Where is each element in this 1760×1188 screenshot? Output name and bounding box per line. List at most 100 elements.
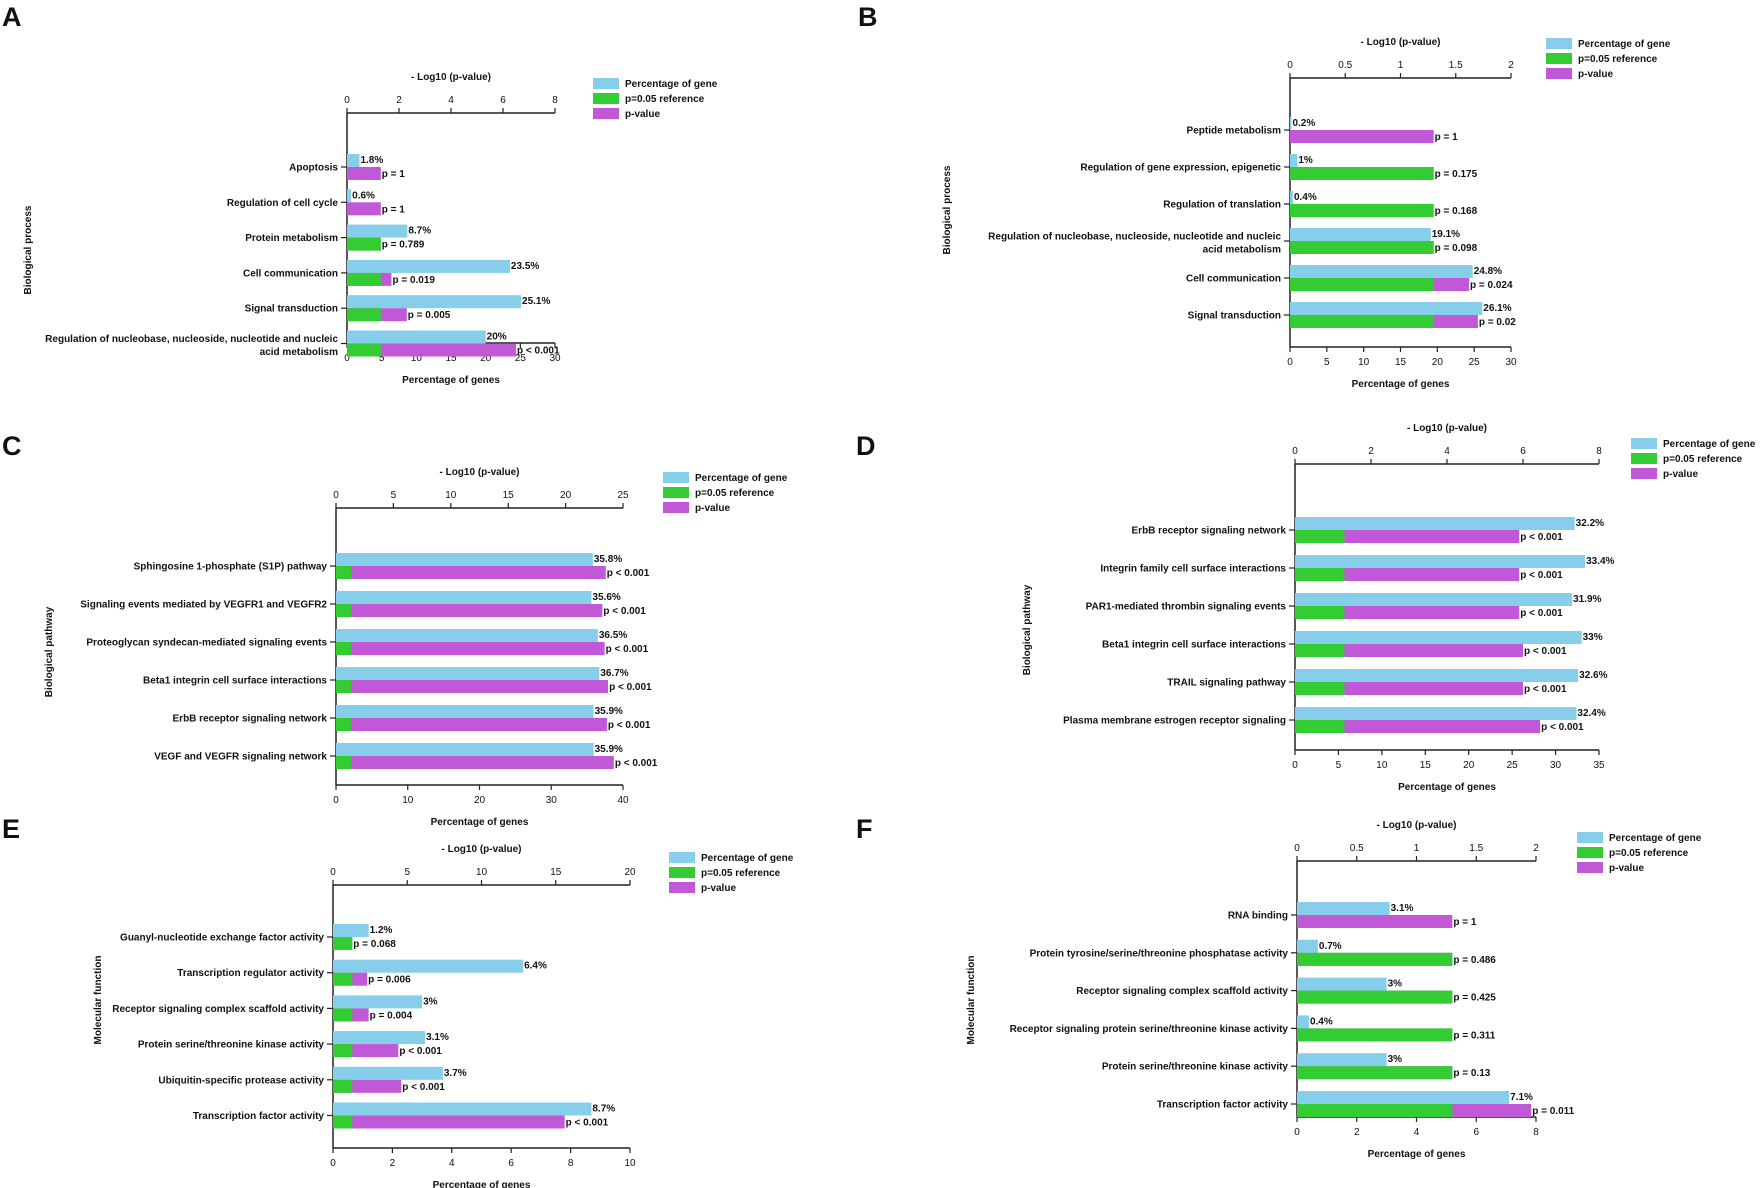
percentage-bar xyxy=(1297,902,1390,915)
pvalue-label: p = 0.425 xyxy=(1453,993,1496,1004)
pvalue-label: p = 1 xyxy=(1435,132,1459,143)
percentage-bar xyxy=(347,259,510,273)
bottom-tick-label: 0 xyxy=(1294,1127,1300,1138)
percentage-bar xyxy=(333,1102,592,1116)
pvalue-bar xyxy=(336,642,605,655)
legend-swatch xyxy=(669,867,695,878)
legend-label: p-value xyxy=(1578,69,1613,80)
pvalue-label: p = 1 xyxy=(382,169,406,180)
top-tick-label: 1.5 xyxy=(1449,60,1463,71)
category-label: Regulation of nucleobase, nucleoside, nu… xyxy=(45,334,338,358)
category-label: PAR1-mediated thrombin signaling events xyxy=(1086,602,1287,613)
top-tick-label: 20 xyxy=(624,867,636,878)
pvalue-label: p = 0.486 xyxy=(1453,955,1496,966)
bottom-tick-label: 30 xyxy=(546,795,558,806)
category-label: Protein metabolism xyxy=(245,233,338,244)
pvalue-label: p < 0.001 xyxy=(1524,684,1567,695)
top-tick-label: 15 xyxy=(550,867,562,878)
reference-bar xyxy=(333,972,353,986)
percentage-bar xyxy=(1295,517,1575,530)
top-tick-label: 2 xyxy=(396,95,402,106)
reference-bar xyxy=(347,272,381,286)
reference-bar xyxy=(1295,720,1345,733)
y-axis-title: Molecular function xyxy=(93,956,104,1045)
legend-swatch xyxy=(1631,453,1657,464)
bottom-tick-label: 0 xyxy=(1287,357,1293,368)
bottom-tick-label: 25 xyxy=(1469,357,1481,368)
pvalue-label: p = 0.024 xyxy=(1470,280,1513,291)
category-label: RNA binding xyxy=(1228,911,1288,922)
category-label: Transcription regulator activity xyxy=(177,968,324,979)
reference-bar xyxy=(1295,530,1345,543)
percentage-label: 26.1% xyxy=(1483,303,1511,314)
legend-swatch xyxy=(1631,438,1657,449)
reference-bar xyxy=(1295,682,1345,695)
top-axis-title: - Log10 (p-value) xyxy=(1376,820,1456,831)
category-label: Regulation of nucleobase, nucleoside, nu… xyxy=(988,232,1281,256)
pvalue-label: p < 0.001 xyxy=(1524,646,1567,657)
bottom-axis-title: Percentage of genes xyxy=(1398,782,1496,793)
bottom-tick-label: 0 xyxy=(330,1158,336,1169)
bottom-tick-label: 10 xyxy=(624,1158,636,1169)
legend-label: Percentage of gene xyxy=(625,79,718,90)
pvalue-label: p = 1 xyxy=(1453,917,1477,928)
legend-label: p=0.05 reference xyxy=(1578,54,1658,65)
pvalue-label: p < 0.001 xyxy=(1520,532,1563,543)
panel-letter: E xyxy=(2,814,20,844)
bottom-tick-label: 8 xyxy=(568,1158,574,1169)
bottom-tick-label: 40 xyxy=(617,795,629,806)
category-label: Regulation of gene expression, epigeneti… xyxy=(1080,163,1281,174)
reference-bar xyxy=(1290,204,1434,217)
pvalue-bar xyxy=(336,756,614,769)
category-label: Proteoglycan syndecan-mediated signaling… xyxy=(86,638,327,649)
legend-swatch xyxy=(669,882,695,893)
panel-b: B 0 0.5 1 1.5 2 - Log10 (p-value) 0 5 10 15 20 25 30 P… xyxy=(858,2,1671,390)
bottom-tick-label: 20 xyxy=(474,795,486,806)
percentage-label: 33.4% xyxy=(1586,556,1614,567)
pvalue-bar xyxy=(336,680,609,693)
pvalue-label: p = 0.006 xyxy=(368,975,411,986)
category-label: ErbB receptor signaling network xyxy=(173,714,328,725)
panel-a: A 0 2 4 6 8 - Log10 (p-value) 0 5 10 15 20 25 30 Perce… xyxy=(2,2,718,386)
pvalue-bar xyxy=(336,604,603,617)
bottom-tick-label: 25 xyxy=(515,353,527,364)
percentage-label: 1.8% xyxy=(360,155,383,166)
percentage-label: 3.1% xyxy=(1391,903,1414,914)
pvalue-label: p < 0.001 xyxy=(566,1118,609,1129)
pvalue-label: p = 0.311 xyxy=(1453,1030,1495,1041)
bottom-tick-label: 20 xyxy=(1463,760,1475,771)
legend-swatch xyxy=(1577,832,1603,843)
percentage-label: 35.9% xyxy=(595,744,623,755)
category-label: VEGF and VEGFR signaling network xyxy=(154,752,327,763)
reference-bar xyxy=(333,1115,353,1129)
pvalue-bar xyxy=(336,718,607,731)
percentage-bar xyxy=(1295,669,1579,682)
panel-letter: F xyxy=(856,814,873,844)
percentage-bar xyxy=(1295,707,1577,720)
percentage-bar xyxy=(1297,1015,1309,1029)
bottom-tick-label: 15 xyxy=(445,353,457,364)
bottom-axis-title: Percentage of genes xyxy=(433,1180,531,1188)
percentage-label: 0.7% xyxy=(1319,941,1342,952)
pvalue-bar xyxy=(1295,568,1520,581)
legend-swatch xyxy=(663,472,689,483)
top-tick-label: 10 xyxy=(476,867,488,878)
bottom-tick-label: 30 xyxy=(549,353,561,364)
percentage-label: 3% xyxy=(1388,979,1403,990)
panel-letter: B xyxy=(858,2,878,32)
percentage-label: 36.5% xyxy=(599,630,627,641)
reference-bar xyxy=(1295,606,1345,619)
percentage-label: 33% xyxy=(1583,632,1603,643)
percentage-label: 23.5% xyxy=(511,261,539,272)
percentage-label: 35.6% xyxy=(592,592,620,603)
reference-bar xyxy=(336,642,351,655)
category-label: Transcription factor activity xyxy=(1157,1100,1289,1111)
pvalue-label: p = 0.011 xyxy=(1532,1106,1574,1117)
panel-f: F 0 0.5 1 1.5 2 - Log10 (p-value) 0 2 4 6 8 Percenta… xyxy=(856,814,1702,1160)
legend-swatch xyxy=(593,78,619,89)
reference-bar xyxy=(1297,1066,1453,1080)
category-label: Peptide metabolism xyxy=(1187,126,1282,137)
pvalue-label: p < 0.001 xyxy=(606,644,649,655)
bottom-tick-label: 25 xyxy=(1507,760,1519,771)
legend-swatch xyxy=(1631,468,1657,479)
